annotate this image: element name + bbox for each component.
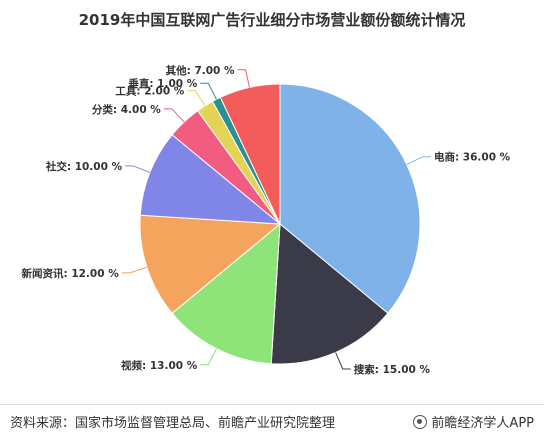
- pie-label-5: 分类: 4.00 %: [92, 103, 161, 116]
- pie-label-4: 社交: 10.00 %: [45, 160, 123, 173]
- pie-label-0: 电商: 36.00 %: [434, 151, 511, 164]
- pie-leader-line-7: [200, 82, 217, 100]
- pie-slice-0: [279, 83, 421, 314]
- pie-label-6: 工具: 2.00 %: [115, 86, 184, 98]
- pie-slice-4: [139, 134, 282, 225]
- pie-label-8: 其他: 7.00 %: [166, 64, 235, 77]
- pie-leader-line-2: [200, 348, 217, 366]
- pie-leader-line-1: [335, 352, 351, 370]
- footer-divider: [0, 404, 544, 405]
- pie-label-7: 垂直: 1.00 %: [128, 77, 197, 90]
- pie-label-2: 视频: 13.00 %: [121, 359, 198, 372]
- pie-leader-line-3: [121, 266, 148, 274]
- pie-leader-line-6: [187, 90, 206, 107]
- brand-text: 前瞻经济学人APP: [431, 416, 534, 431]
- pie-leader-line-8: [237, 69, 250, 88]
- pie-label-1: 搜索: 15.00 %: [354, 363, 431, 376]
- pie-leader-line-5: [163, 108, 185, 123]
- pie-leader-line-0: [406, 156, 431, 165]
- pie-leader-line-4: [125, 165, 151, 173]
- pie-chart: 电商: 36.00 % 搜索: 15.00 % 视频: 13.00 % 新闻资讯: 1…: [21, 64, 510, 376]
- chart-title: 2019年中国互联网广告行业细分市场营业额份额统计情况: [78, 11, 466, 29]
- pie-slices: [139, 83, 421, 365]
- pie-slice-8: [219, 83, 281, 225]
- pie-slice-3: [139, 214, 282, 314]
- pie-labels: 电商: 36.00 % 搜索: 15.00 % 视频: 13.00 % 新闻资讯: 1…: [21, 64, 510, 376]
- source-note: 资料来源：国家市场监督管理总局、前瞻产业研究院整理: [10, 416, 336, 431]
- brand-credit: 前瞻经济学人APP: [413, 412, 534, 431]
- brand-logo-icon: [413, 414, 428, 429]
- pie-label-3: 新闻资讯: 12.00 %: [21, 267, 119, 280]
